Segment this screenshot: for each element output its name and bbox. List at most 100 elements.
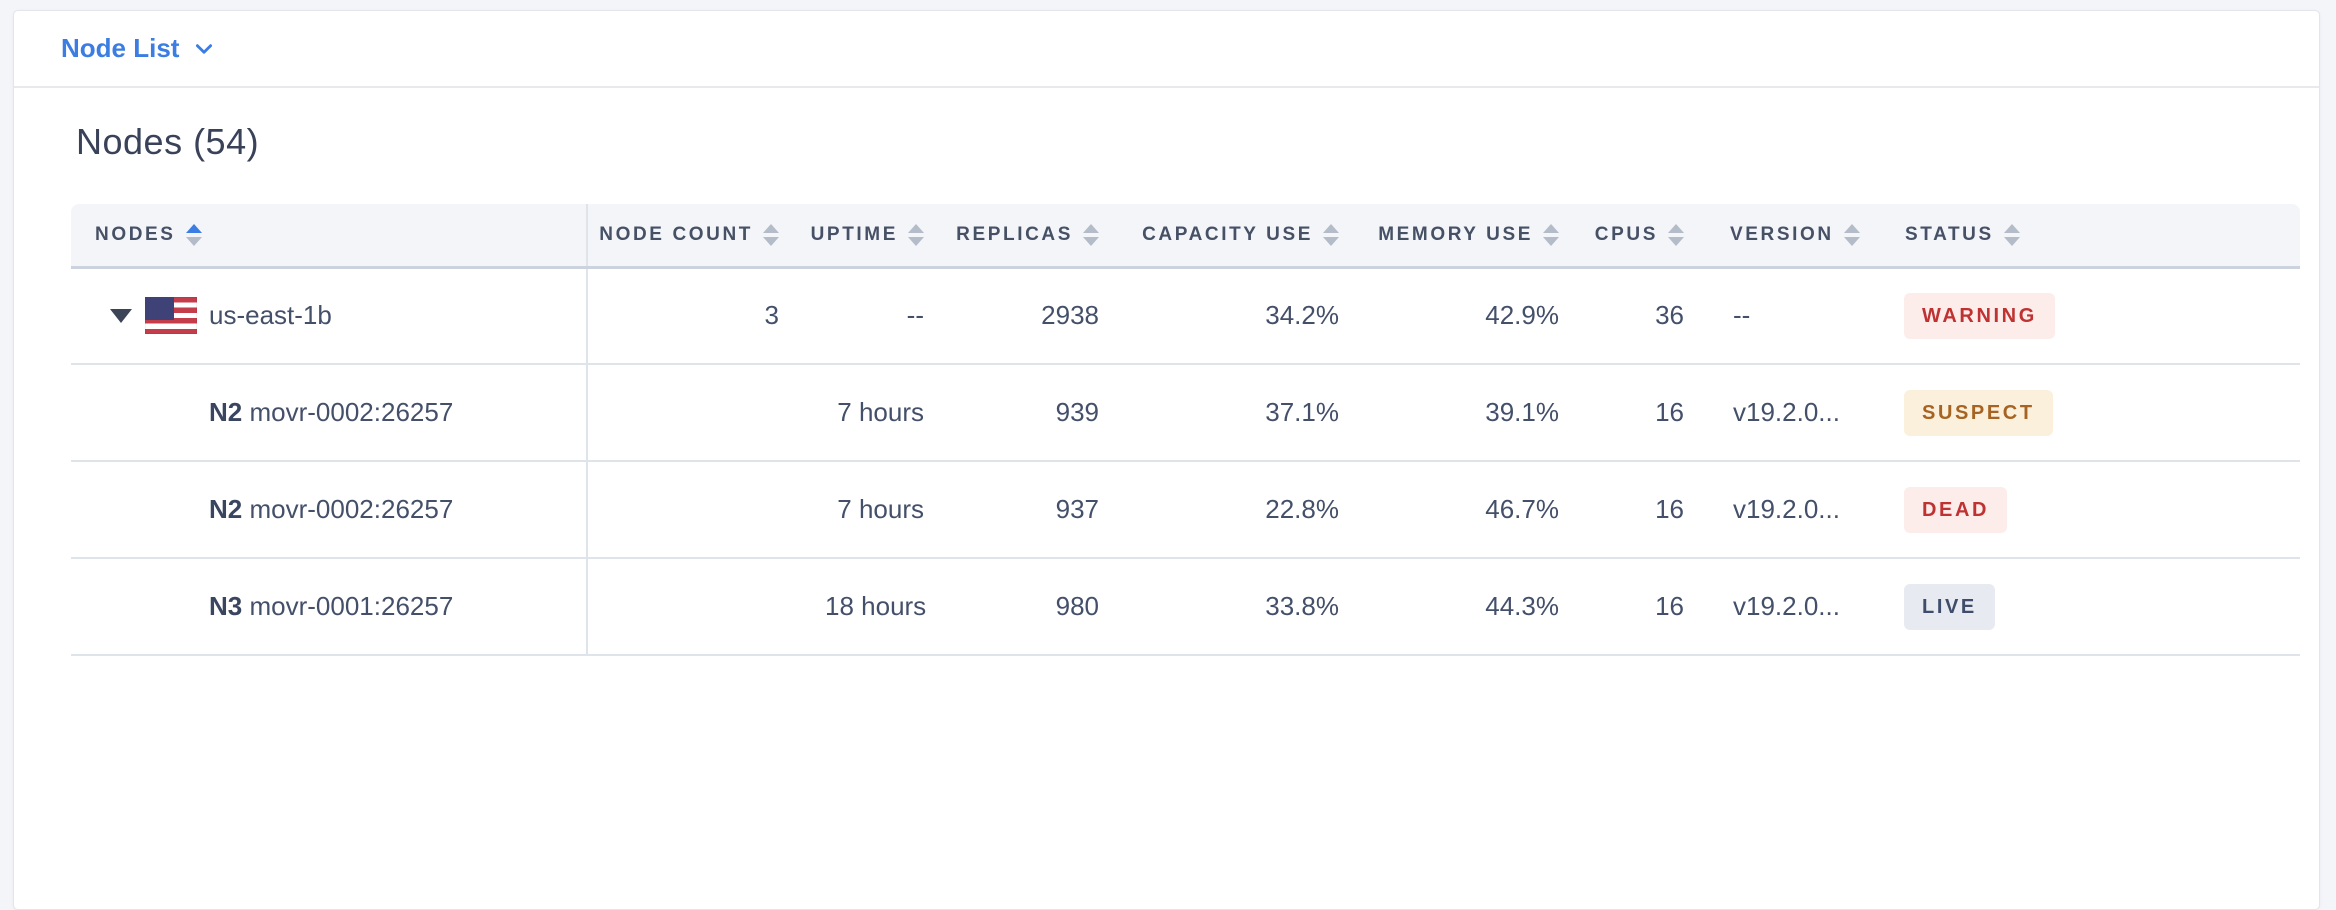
sort-arrows-icon (1543, 223, 1559, 246)
column-header-nodes[interactable]: NODES (71, 204, 588, 269)
column-header-label: CPUS (1594, 223, 1658, 245)
sort-arrows-icon (763, 223, 779, 246)
node-address: movr-0001:26257 (249, 591, 454, 621)
uptime-cell: 18 hours (801, 558, 946, 656)
column-header-replicas[interactable]: REPLICAS (946, 204, 1121, 269)
column-header-cell: VERSION (1730, 223, 1860, 246)
node-id: N2 (209, 397, 243, 427)
memory-use-cell: 42.9% (1361, 267, 1581, 365)
node-row: N2 movr-0002:26257 7 hours 937 22.8% 46.7% 16… (71, 461, 2300, 559)
column-header-uptime[interactable]: UPTIME (801, 204, 946, 269)
node-id-wrap: N3 movr-0001:26257 (95, 591, 564, 622)
cpus-cell: 16 (1581, 461, 1706, 559)
node-row: N3 movr-0001:26257 18 hours 980 33.8% 44.3% 1… (71, 558, 2300, 656)
sort-desc-icon (1843, 236, 1860, 246)
column-header-cell: CAPACITY USE (1142, 223, 1339, 246)
replicas-cell: 2938 (946, 267, 1121, 365)
node-count-cell (587, 461, 801, 559)
node-id: N3 (209, 591, 243, 621)
column-header-status[interactable]: STATUS (1881, 204, 2300, 269)
version-cell: v19.2.0... (1706, 558, 1881, 656)
column-header-cell: REPLICAS (956, 223, 1099, 246)
sort-asc-icon (908, 223, 924, 233)
memory-use-cell: 39.1% (1361, 364, 1581, 462)
column-header-cell: NODE COUNT (599, 223, 779, 246)
sort-asc-icon (763, 223, 779, 233)
column-header-label: CAPACITY USE (1142, 223, 1313, 245)
sort-asc-icon (1843, 223, 1860, 233)
sort-arrows-icon (908, 223, 924, 246)
column-header-label: NODES (95, 223, 176, 245)
cpus-cell: 16 (1581, 558, 1706, 656)
capacity-use-cell: 33.8% (1121, 558, 1361, 656)
node-id-wrap: N2 movr-0002:26257 (95, 494, 564, 525)
sort-desc-icon (908, 236, 924, 246)
column-header-cell: MEMORY USE (1378, 223, 1559, 246)
sort-asc-icon (1668, 223, 1684, 233)
nodes-section: Nodes (54) NODES NODE COUNT UPTIME REPLICAS… (14, 88, 2319, 656)
nodes-cell[interactable]: N2 movr-0002:26257 (71, 364, 588, 462)
memory-use-cell: 46.7% (1361, 461, 1581, 559)
node-count-cell: 3 (587, 267, 801, 365)
node-id-wrap: N2 movr-0002:26257 (95, 397, 564, 428)
column-header-node_count[interactable]: NODE COUNT (587, 204, 801, 269)
sort-arrows-icon (1323, 223, 1339, 246)
status-badge: WARNING (1904, 292, 2055, 339)
table-header: NODES NODE COUNT UPTIME REPLICAS CAPACITY US… (71, 204, 2300, 269)
cpus-cell: 16 (1581, 364, 1706, 462)
cpus-cell: 36 (1581, 267, 1706, 365)
sort-arrows-icon (1668, 223, 1684, 246)
column-header-cell: UPTIME (811, 223, 924, 246)
node-id: N2 (209, 494, 243, 524)
node-address: movr-0002:26257 (249, 494, 454, 524)
column-header-label: STATUS (1905, 223, 1994, 245)
sort-asc-icon (185, 223, 202, 233)
node-count-cell (587, 364, 801, 462)
expand-caret-icon[interactable] (110, 308, 132, 323)
column-header-label: VERSION (1730, 223, 1834, 245)
sort-desc-icon (1543, 236, 1559, 246)
column-header-label: MEMORY USE (1378, 223, 1533, 245)
us-flag-icon (145, 297, 197, 335)
column-header-cell: CPUS (1595, 223, 1684, 246)
sort-asc-icon (1083, 223, 1099, 233)
nodes-cell[interactable]: N2 movr-0002:26257 (71, 461, 588, 559)
version-cell: v19.2.0... (1706, 364, 1881, 462)
region-wrap: us-east-1b (95, 297, 564, 335)
status-cell: LIVE (1881, 558, 2300, 656)
breadcrumb: Node List (61, 33, 180, 63)
sort-arrows-icon (2003, 223, 2020, 246)
sort-asc-icon (2003, 223, 2020, 233)
node-address: movr-0002:26257 (249, 397, 454, 427)
column-header-memory[interactable]: MEMORY USE (1361, 204, 1581, 269)
column-header-label: UPTIME (810, 223, 898, 245)
node-row: N2 movr-0002:26257 7 hours 939 37.1% 39.1% 16… (71, 364, 2300, 462)
status-cell: DEAD (1881, 461, 2300, 559)
breadcrumb-bar: Node List (14, 11, 2319, 88)
uptime-cell: 7 hours (801, 461, 946, 559)
replicas-cell: 939 (946, 364, 1121, 462)
status-badge: SUSPECT (1904, 389, 2053, 436)
column-header-cell: NODES (95, 223, 564, 246)
column-header-version[interactable]: VERSION (1706, 204, 1881, 269)
sort-arrows-icon (1083, 223, 1099, 246)
capacity-use-cell: 37.1% (1121, 364, 1361, 462)
replicas-cell: 980 (946, 558, 1121, 656)
status-badge: LIVE (1904, 583, 1995, 630)
sort-arrows-icon (185, 223, 202, 246)
nodes-cell[interactable]: N3 movr-0001:26257 (71, 558, 588, 656)
node-count-cell (587, 558, 801, 656)
version-cell: v19.2.0... (1706, 461, 1881, 559)
content-card: Node List Nodes (54) NODES NODE COUNT UPTI… (13, 10, 2320, 910)
uptime-cell: -- (801, 267, 946, 365)
sort-desc-icon (1083, 236, 1099, 246)
column-header-capacity[interactable]: CAPACITY USE (1121, 204, 1361, 269)
sort-desc-icon (763, 236, 779, 246)
page-selector-dropdown[interactable]: Node List (61, 33, 215, 64)
page-title: Nodes (54) (76, 121, 260, 162)
version-cell: -- (1706, 267, 1881, 365)
status-cell: SUSPECT (1881, 364, 2300, 462)
sort-arrows-icon (1843, 223, 1860, 246)
column-header-cpus[interactable]: CPUS (1581, 204, 1706, 269)
column-header-label: NODE COUNT (599, 223, 753, 245)
